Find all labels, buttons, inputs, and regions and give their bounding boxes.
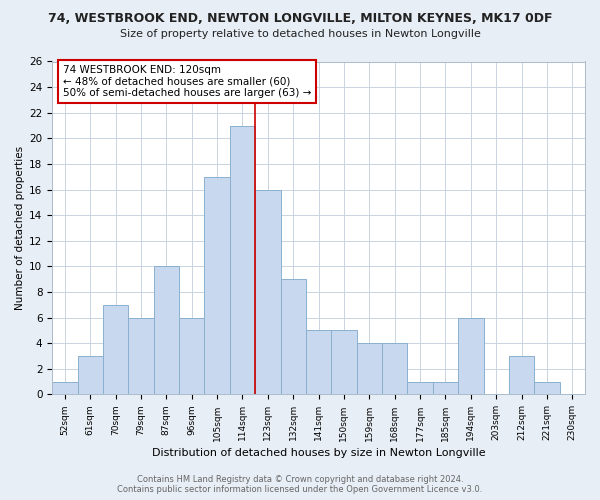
Bar	[205, 177, 230, 394]
X-axis label: Distribution of detached houses by size in Newton Longville: Distribution of detached houses by size …	[152, 448, 485, 458]
Bar	[534, 382, 560, 394]
Bar	[331, 330, 356, 394]
Bar	[128, 318, 154, 394]
Bar	[230, 126, 255, 394]
Bar	[509, 356, 534, 395]
Bar	[458, 318, 484, 394]
Bar	[356, 343, 382, 394]
Bar	[407, 382, 433, 394]
Text: 74, WESTBROOK END, NEWTON LONGVILLE, MILTON KEYNES, MK17 0DF: 74, WESTBROOK END, NEWTON LONGVILLE, MIL…	[48, 12, 552, 26]
Text: 74 WESTBROOK END: 120sqm
← 48% of detached houses are smaller (60)
50% of semi-d: 74 WESTBROOK END: 120sqm ← 48% of detach…	[63, 65, 311, 98]
Text: Size of property relative to detached houses in Newton Longville: Size of property relative to detached ho…	[119, 29, 481, 39]
Bar	[255, 190, 281, 394]
Bar	[281, 279, 306, 394]
Bar	[382, 343, 407, 394]
Bar	[103, 305, 128, 394]
Bar	[433, 382, 458, 394]
Bar	[52, 382, 77, 394]
Bar	[77, 356, 103, 395]
Bar	[179, 318, 205, 394]
Bar	[154, 266, 179, 394]
Text: Contains HM Land Registry data © Crown copyright and database right 2024.
Contai: Contains HM Land Registry data © Crown c…	[118, 474, 482, 494]
Bar	[306, 330, 331, 394]
Y-axis label: Number of detached properties: Number of detached properties	[15, 146, 25, 310]
